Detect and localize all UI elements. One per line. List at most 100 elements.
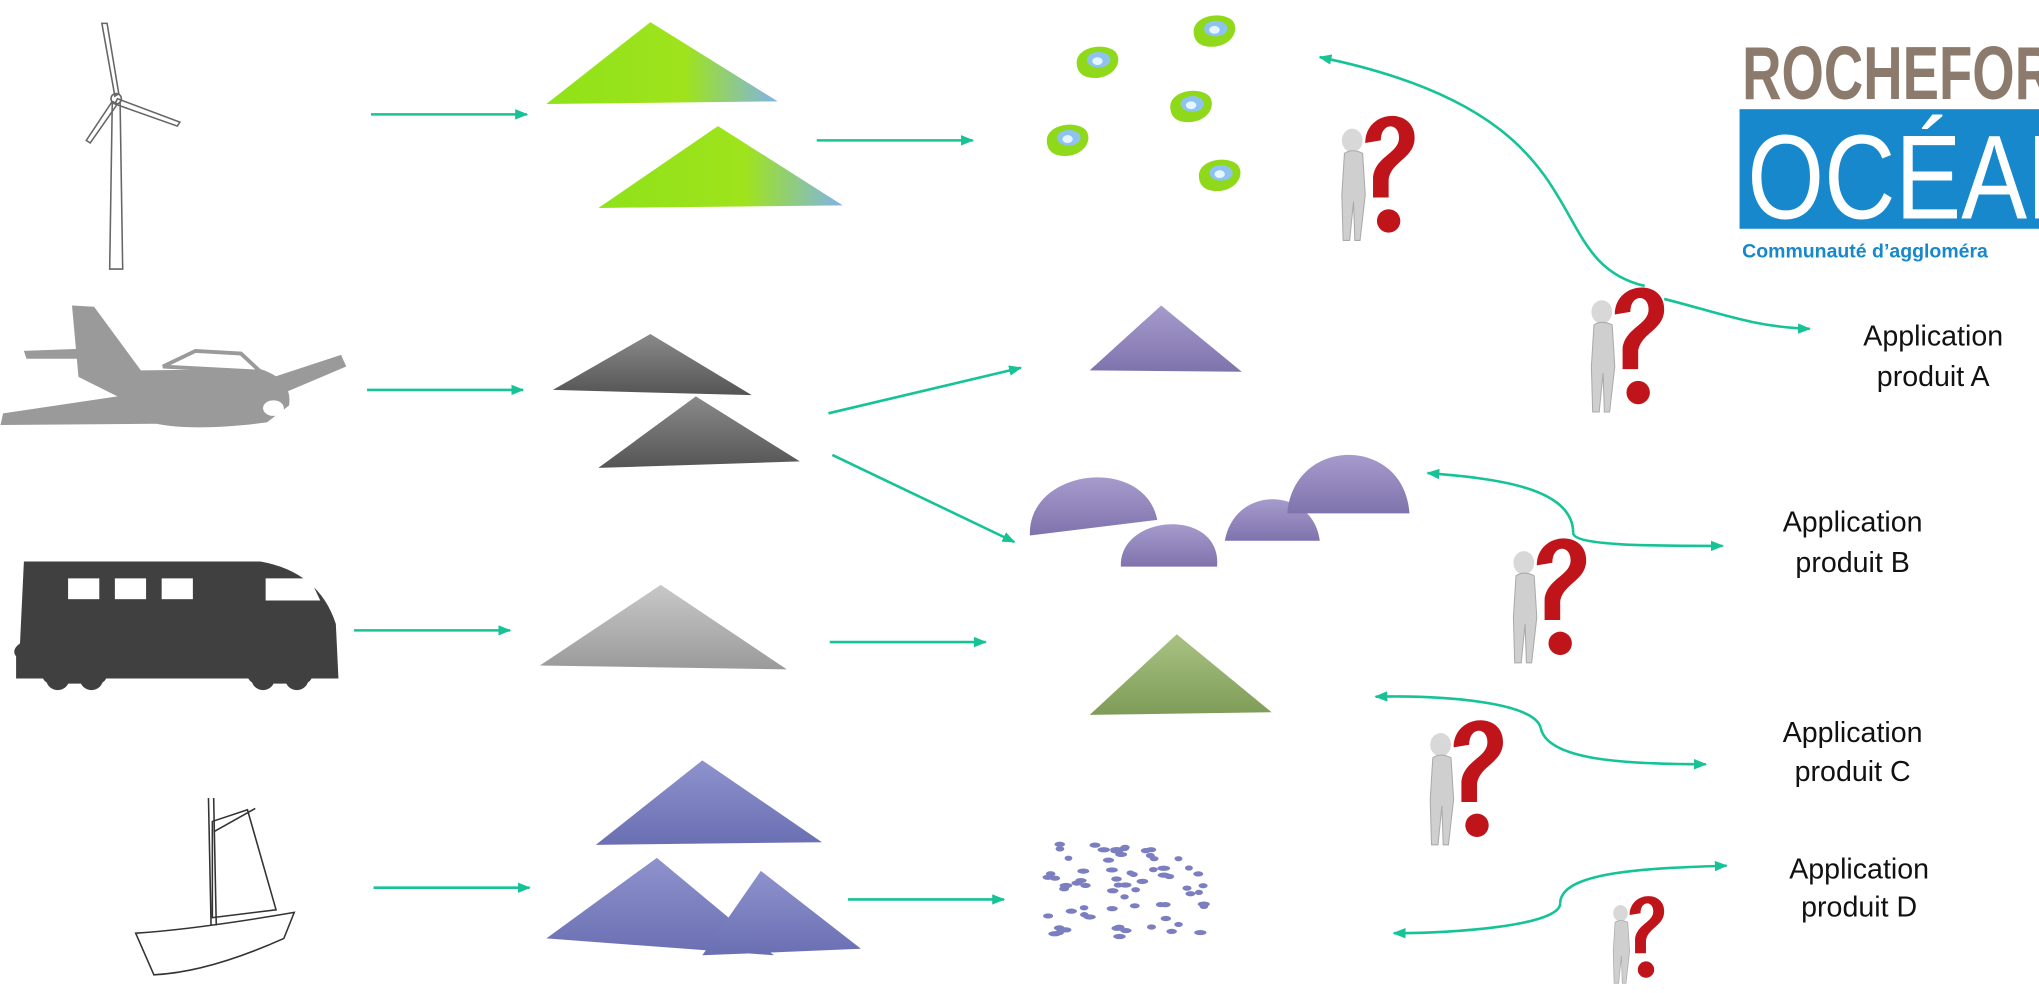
shape bbox=[539, 584, 787, 670]
shape bbox=[595, 760, 822, 845]
granule bbox=[1182, 885, 1192, 891]
airplane bbox=[0, 305, 347, 428]
shape bbox=[1287, 454, 1410, 514]
shape bbox=[546, 857, 774, 956]
granule bbox=[1136, 878, 1149, 884]
shape bbox=[108, 101, 124, 270]
application-label: Application bbox=[1863, 321, 2003, 353]
granule bbox=[1184, 865, 1193, 871]
granule bbox=[1089, 842, 1101, 848]
shape bbox=[552, 334, 752, 396]
green-pellets bbox=[1046, 15, 1241, 192]
shape bbox=[598, 396, 800, 468]
application-label: produit C bbox=[1795, 756, 1911, 788]
granule bbox=[1043, 913, 1054, 919]
granule bbox=[1194, 929, 1207, 936]
arrow bbox=[1539, 727, 1708, 770]
arrow bbox=[1392, 902, 1562, 939]
granule bbox=[1198, 883, 1208, 889]
granule bbox=[1185, 891, 1196, 897]
shape bbox=[1029, 477, 1158, 536]
granule bbox=[1126, 870, 1135, 876]
arrow bbox=[1318, 54, 1645, 288]
granule bbox=[1054, 841, 1066, 847]
granule bbox=[1140, 848, 1151, 854]
logo-text: Communauté d’aggloméra bbox=[1742, 240, 1988, 262]
olive-pile bbox=[1089, 634, 1272, 715]
shape bbox=[100, 22, 120, 98]
shape bbox=[285, 666, 309, 691]
granule bbox=[1111, 876, 1122, 882]
sailboat bbox=[134, 798, 296, 976]
arrow bbox=[1558, 860, 1728, 904]
shape bbox=[207, 798, 218, 926]
granule bbox=[1080, 882, 1091, 889]
shape bbox=[598, 126, 843, 208]
application-label: produit A bbox=[1877, 361, 1990, 393]
purple-mounds bbox=[1029, 454, 1410, 567]
arrow bbox=[1571, 532, 1724, 552]
logo-text: OCÉAN bbox=[1747, 111, 2039, 244]
granule bbox=[1097, 847, 1110, 853]
arrow bbox=[828, 365, 1023, 415]
blue-piles bbox=[546, 760, 861, 956]
granule bbox=[1120, 927, 1132, 934]
question-figure bbox=[1612, 895, 1665, 984]
granule bbox=[1149, 856, 1159, 862]
arrow bbox=[831, 453, 1016, 544]
granule bbox=[1199, 903, 1209, 910]
granule bbox=[1075, 877, 1087, 884]
granule bbox=[1174, 856, 1183, 862]
green-piles bbox=[546, 22, 843, 208]
granule bbox=[1060, 927, 1072, 933]
granule bbox=[1155, 901, 1166, 908]
shape bbox=[134, 911, 296, 976]
wind-turbine bbox=[85, 22, 182, 270]
shape bbox=[68, 578, 100, 600]
granule bbox=[1166, 928, 1177, 935]
shape bbox=[211, 808, 278, 919]
granule bbox=[1157, 872, 1171, 878]
shape bbox=[110, 92, 123, 105]
application-label: produit B bbox=[1795, 547, 1909, 579]
shape bbox=[251, 666, 275, 691]
shape bbox=[1170, 90, 1212, 123]
shape bbox=[85, 100, 119, 145]
granule bbox=[1110, 846, 1124, 853]
shape bbox=[162, 348, 266, 374]
application-label: Application bbox=[1783, 507, 1923, 539]
granule bbox=[1113, 882, 1123, 888]
granule bbox=[1194, 889, 1203, 895]
shape bbox=[546, 22, 778, 104]
granule bbox=[1115, 851, 1128, 858]
question-figure bbox=[1512, 537, 1587, 664]
shape bbox=[234, 354, 347, 403]
granule bbox=[1148, 867, 1158, 873]
shape bbox=[23, 348, 98, 359]
shape bbox=[1193, 15, 1236, 47]
logo-box bbox=[1739, 109, 2039, 229]
granule bbox=[1160, 915, 1172, 922]
shape bbox=[263, 400, 284, 416]
granule bbox=[1106, 888, 1119, 894]
logo-text: ROCHEFOR bbox=[1742, 31, 2039, 115]
application-label: produit D bbox=[1801, 891, 1917, 923]
shape bbox=[79, 666, 104, 691]
shape bbox=[213, 807, 256, 833]
arrow bbox=[1426, 468, 1575, 533]
dark-piles bbox=[552, 334, 800, 468]
granule bbox=[1059, 886, 1070, 892]
blue-granules bbox=[1042, 841, 1210, 940]
light-pile bbox=[539, 584, 787, 670]
question-figure bbox=[1429, 719, 1504, 846]
granule bbox=[1106, 867, 1118, 873]
granule bbox=[1083, 914, 1096, 920]
granule bbox=[1147, 924, 1156, 930]
granule bbox=[1157, 865, 1171, 871]
granule bbox=[1065, 908, 1077, 914]
train bbox=[14, 561, 339, 691]
granule bbox=[1077, 868, 1090, 874]
question-figure bbox=[1341, 115, 1416, 242]
